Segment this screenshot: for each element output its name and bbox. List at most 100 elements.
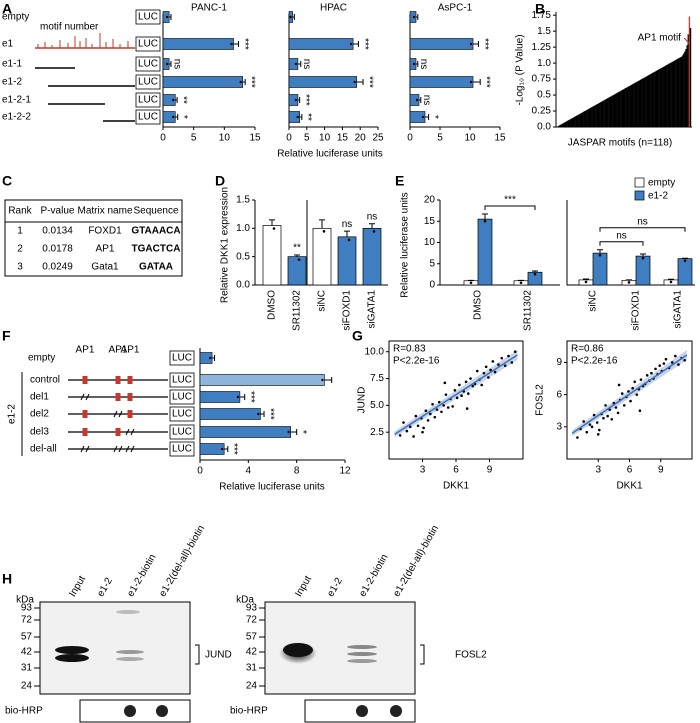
bar [626, 87, 628, 127]
replicate-dot [220, 447, 224, 451]
bar [199, 374, 325, 386]
x-tick-label: siFOXD1 [342, 290, 353, 331]
marker-label: 57 [21, 632, 33, 643]
point [606, 414, 609, 418]
motif-label: AP1 [121, 345, 140, 356]
stat-label: P<2.2e-16 [571, 356, 618, 367]
point [480, 383, 483, 387]
reporter-label: LUC [172, 375, 192, 386]
point [484, 365, 488, 369]
bar [606, 98, 609, 127]
replicate-dot [165, 15, 169, 19]
point [650, 371, 653, 375]
legend-swatch [634, 190, 645, 201]
point [414, 414, 418, 418]
x-tick-label: 5 [437, 133, 443, 144]
error-bar [212, 355, 215, 361]
replicate-dot [469, 80, 473, 84]
significance-label: *** [246, 76, 257, 88]
x-tick-label: 15 [249, 133, 261, 144]
significance-label: ** [302, 113, 313, 121]
deletion-mark [80, 393, 90, 401]
bar [648, 74, 651, 127]
x-tick-label: siGATA1 [367, 290, 378, 329]
bar [409, 38, 474, 50]
y-tick-label: 15 [424, 216, 436, 227]
point [513, 350, 517, 354]
motif-site [127, 393, 133, 401]
bar [199, 391, 241, 403]
point [638, 409, 642, 413]
bar [578, 114, 580, 127]
y-tick-label: 3 [556, 421, 562, 432]
bar [613, 94, 616, 127]
point [482, 371, 486, 375]
point [453, 389, 457, 392]
y-tick-label: 0.25 [532, 106, 552, 117]
significance-label: *** [239, 38, 250, 50]
error-bar [597, 249, 603, 254]
dot [356, 705, 368, 717]
point [629, 399, 632, 403]
bar [635, 82, 637, 127]
error-bar [416, 14, 419, 20]
x-tick-label: DMSO [267, 290, 278, 320]
chart-title: PANC-1 [191, 3, 227, 14]
significance-label: ns [342, 219, 353, 230]
bar [199, 443, 225, 455]
probe-label: bio-HRP [230, 706, 268, 717]
x-tick-label: siFOXD1 [631, 290, 642, 331]
table-header: P-value [41, 206, 75, 217]
replicate-dot [289, 15, 292, 19]
bar [664, 65, 667, 127]
point [437, 400, 441, 404]
x-tick-label: 9 [487, 465, 493, 476]
marker-label: 24 [21, 681, 33, 692]
construct-name: e1-1 [2, 59, 22, 70]
bar [610, 96, 612, 127]
replicate-dot [239, 80, 242, 84]
point [444, 393, 448, 396]
bar [629, 85, 632, 127]
bar [593, 105, 595, 127]
confidence-band [394, 349, 518, 438]
reporter-box [169, 424, 195, 440]
deletion-mark [80, 445, 90, 453]
error-bar [473, 79, 481, 85]
legend-swatch [634, 177, 645, 188]
x-tick-label: 12 [339, 466, 351, 477]
significance-label: ns [637, 216, 648, 227]
y-tick-label: 1.5 [537, 26, 551, 37]
bar [574, 116, 576, 127]
bar [477, 218, 493, 286]
unit-label: kDa [16, 595, 34, 606]
axis [288, 14, 378, 128]
group-label: e1-2 [7, 404, 18, 424]
replicate-dot [412, 15, 416, 19]
lane-label: Input [67, 574, 88, 599]
marker-label: 72 [246, 615, 258, 626]
bar [686, 45, 688, 127]
bar [639, 79, 642, 127]
target-label: FOSL2 [455, 650, 487, 661]
dot [124, 705, 136, 717]
point [620, 392, 624, 395]
error-bar [239, 394, 246, 400]
error-bar [299, 114, 303, 120]
table-cell: FOXD1 [88, 226, 122, 237]
table-cell: Gata1 [91, 262, 119, 273]
point [431, 402, 434, 406]
y-tick-label: 0.5 [236, 251, 250, 262]
deletion-mark [125, 428, 135, 436]
table-header: Sequence [133, 206, 178, 217]
point [645, 374, 649, 377]
bar [566, 121, 568, 127]
bar [567, 120, 569, 127]
axis [409, 14, 500, 128]
point [596, 433, 600, 436]
significance-label: ** [177, 96, 188, 104]
point [658, 364, 662, 367]
target-bracket [420, 644, 425, 665]
y-axis-label: -Log₁₀ (P Value) [515, 34, 526, 105]
